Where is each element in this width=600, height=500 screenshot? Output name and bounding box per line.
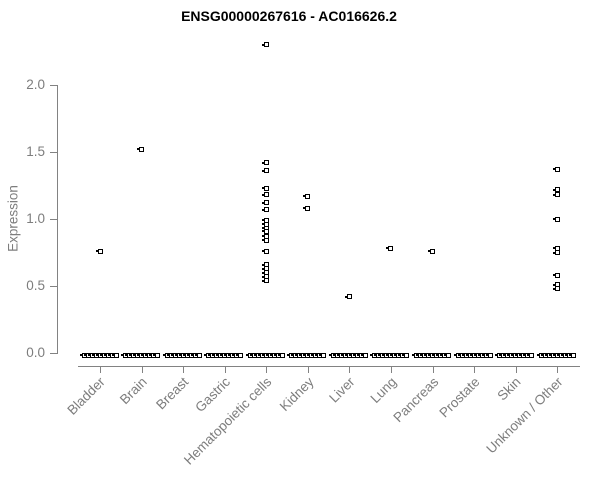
- zero-band-point: [402, 352, 410, 358]
- y-axis-tick-label: 2.0: [26, 77, 45, 92]
- data-point: [261, 192, 269, 198]
- data-point: [261, 168, 269, 174]
- data-point: [303, 193, 311, 199]
- data-point: [261, 248, 269, 254]
- x-axis-tick: [557, 366, 559, 373]
- x-axis-tick: [390, 366, 392, 373]
- x-axis-tick-label: Kidney: [276, 374, 317, 414]
- data-point: [428, 248, 436, 254]
- data-point: [261, 185, 269, 191]
- zero-band-point: [485, 352, 493, 358]
- y-axis-tick-label: 1.5: [26, 144, 45, 159]
- x-axis-tick: [224, 366, 226, 373]
- x-axis-line: [78, 366, 580, 367]
- x-axis-tick-label: Pancreas: [389, 374, 441, 426]
- x-axis-tick: [141, 366, 143, 373]
- x-axis-tick: [266, 366, 268, 373]
- zero-band-point: [236, 352, 244, 358]
- x-axis-tick: [515, 366, 517, 373]
- zero-band-point: [194, 352, 202, 358]
- zero-band-point: [153, 352, 161, 358]
- y-axis-tick: [50, 219, 58, 220]
- x-axis-tick: [100, 366, 101, 373]
- data-point: [261, 42, 269, 48]
- y-axis-tick: [50, 353, 58, 354]
- data-point: [95, 248, 103, 254]
- chart-title: ENSG00000267616 - AC016626.2: [181, 8, 397, 24]
- zero-band-point: [527, 352, 535, 358]
- data-point: [552, 187, 560, 193]
- zero-band-point: [444, 352, 452, 358]
- y-axis-tick: [50, 286, 58, 287]
- x-axis-tick: [349, 366, 351, 373]
- x-axis-tick-label: Lung: [367, 374, 400, 407]
- y-axis-tick-label: 0.0: [26, 345, 45, 360]
- zero-band-point: [568, 352, 576, 358]
- data-point: [552, 192, 560, 198]
- x-axis-tick: [474, 366, 476, 373]
- x-axis-tick-label: Gastric: [192, 374, 234, 416]
- data-point: [303, 205, 311, 211]
- data-point: [552, 272, 560, 278]
- data-point: [552, 216, 560, 222]
- data-point: [552, 250, 560, 255]
- data-point: [386, 245, 394, 251]
- zero-band-point: [111, 352, 119, 358]
- x-axis-tick-label: Bladder: [64, 374, 109, 418]
- x-axis-tick-label: Liver: [326, 374, 358, 406]
- data-point: [552, 286, 560, 292]
- x-axis-tick: [307, 366, 309, 373]
- x-axis-tick-label: Skin: [494, 374, 525, 404]
- data-point: [261, 228, 269, 234]
- data-point: [552, 166, 560, 172]
- y-axis-tick: [50, 85, 58, 86]
- data-point: [137, 146, 145, 152]
- data-point: [261, 207, 269, 213]
- x-axis-tick: [432, 366, 434, 373]
- x-axis-tick-label: Brain: [116, 374, 150, 408]
- x-axis-tick: [183, 366, 185, 373]
- data-point: [261, 237, 269, 243]
- zero-band-point: [360, 352, 368, 358]
- y-axis-tick-label: 0.5: [26, 278, 45, 293]
- data-point: [344, 294, 352, 300]
- x-axis-tick-label: Unknown / Other: [483, 374, 566, 457]
- x-axis-tick-label: Breast: [153, 374, 192, 413]
- zero-band-point: [319, 352, 327, 358]
- data-point: [261, 278, 269, 284]
- zero-band-point: [277, 352, 285, 358]
- x-axis-tick-label: Prostate: [436, 374, 483, 421]
- y-axis-tick-label: 1.0: [26, 211, 45, 226]
- y-axis-tick: [50, 152, 58, 153]
- data-point: [261, 160, 269, 166]
- data-point: [261, 200, 269, 206]
